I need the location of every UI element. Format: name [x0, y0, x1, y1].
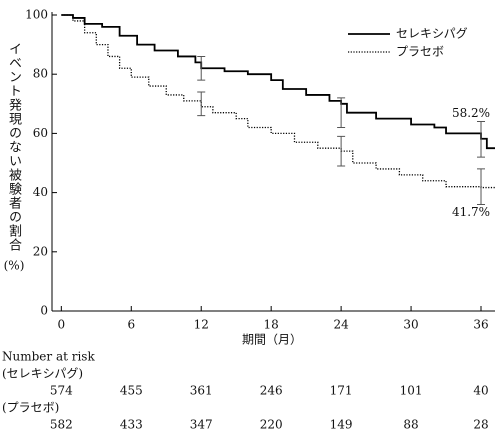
y-tick-label: 60 [33, 126, 48, 140]
risk-count: 28 [473, 418, 488, 432]
y-label: イベント発現のない被験者の割合 [6, 42, 21, 252]
end-value-label: 41.7% [452, 205, 490, 219]
risk-count: 347 [190, 418, 213, 432]
x-tick-label: 18 [264, 318, 279, 332]
risk-count: 455 [120, 384, 143, 398]
risk-group-label: (プラセボ) [2, 401, 59, 415]
x-tick-label: 36 [473, 318, 488, 332]
risk-count: 574 [50, 384, 73, 398]
legend-label: プラセボ [396, 45, 444, 59]
survival-curve [61, 14, 495, 189]
error-bar [477, 121, 486, 158]
risk-count: 88 [403, 418, 418, 432]
legend-label: セレキシパグ [396, 27, 468, 41]
y-tick-label: 80 [33, 67, 48, 81]
x-tick-label: 6 [127, 318, 135, 332]
error-bar [337, 97, 346, 128]
end-value-label: 58.2% [452, 106, 490, 120]
risk-count: 582 [50, 418, 73, 432]
y-tick-label: 100 [25, 8, 48, 22]
y-tick-label: 20 [33, 244, 48, 258]
y-axis-label: イベント発現のない被験者の割合 [6, 42, 21, 252]
risk-count: 149 [330, 418, 353, 432]
error-bar [477, 168, 486, 205]
risk-count: 101 [400, 384, 423, 398]
risk-title: Number at risk [2, 350, 95, 364]
risk-count: 433 [120, 418, 143, 432]
x-tick-label: 12 [194, 318, 209, 332]
risk-count: 171 [330, 384, 353, 398]
risk-count: 246 [260, 384, 283, 398]
x-tick-label: 30 [403, 318, 418, 332]
error-bar [197, 55, 206, 81]
risk-group-label: (セレキシパグ) [2, 367, 83, 381]
x-axis-label: 期間（月） [242, 333, 302, 347]
error-bar [337, 135, 346, 167]
risk-count: 220 [260, 418, 283, 432]
error-bar [197, 91, 206, 117]
x-tick-label: 24 [333, 318, 349, 332]
y-tick-label: 40 [33, 185, 48, 199]
risk-count: 361 [190, 384, 213, 398]
survival-curve [61, 14, 495, 150]
risk-count: 40 [473, 384, 488, 398]
x-tick-label: 0 [58, 318, 66, 332]
y-unit: (%) [4, 259, 25, 273]
y-tick-label: 0 [40, 304, 48, 318]
